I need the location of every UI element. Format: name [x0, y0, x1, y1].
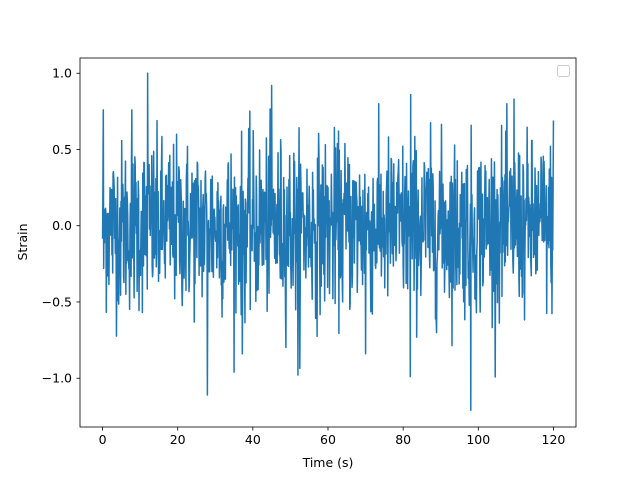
x-tick-label: 60 — [320, 432, 336, 447]
y-tick-label: −0.5 — [42, 294, 72, 309]
y-tick-label: −1.0 — [42, 371, 72, 386]
x-tick-label: 80 — [395, 432, 411, 447]
x-axis-label: Time (s) — [302, 455, 354, 470]
x-tick-label: 100 — [466, 432, 490, 447]
x-tick-label: 20 — [170, 432, 186, 447]
x-tick-label: 40 — [245, 432, 261, 447]
y-axis-label: Strain — [15, 223, 30, 260]
plot-area — [101, 72, 555, 411]
x-tick-label: 0 — [99, 432, 107, 447]
y-tick-label: 1.0 — [52, 66, 72, 81]
series-line — [101, 72, 555, 411]
legend-box — [557, 65, 570, 77]
x-tick-label: 120 — [542, 432, 566, 447]
y-tick-label: 0.0 — [52, 218, 72, 233]
axes: 0 20 40 60 80 100 120 −1.0 −0.5 0.0 0.5 1.0 — [42, 57, 577, 447]
y-tick-label: 0.5 — [52, 142, 72, 157]
